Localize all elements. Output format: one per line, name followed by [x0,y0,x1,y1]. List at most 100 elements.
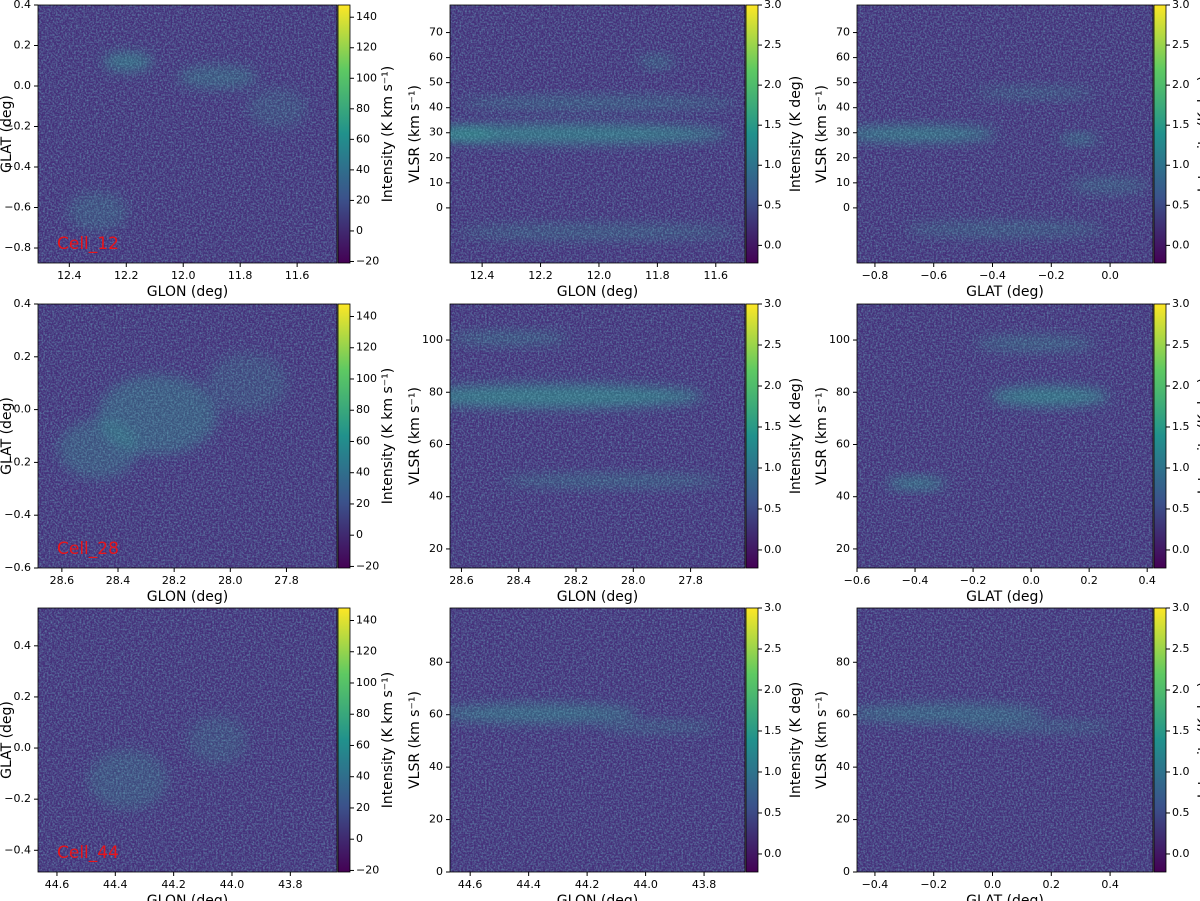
colorbar-tick-label: 0.5 [764,198,782,211]
y-tick-label: −0.2 [4,120,31,133]
colorbar-tick-label: 2.0 [764,379,782,392]
y-tick-label: 60 [836,708,850,721]
colorbar [337,4,351,264]
y-tick-label: 0.2 [14,350,32,363]
colorbar-tick-label: 40 [356,163,370,176]
colorbar-tick-label: 0.5 [1172,806,1190,819]
x-tick-label: −0.4 [979,269,1006,282]
colorbar-tick-label: 1.0 [764,158,782,171]
y-tick-label: 0 [843,201,850,214]
colorbar-tick-label: 3.0 [764,0,782,11]
panel: 12.4 12.2 12.0 11.8 11.6 0 10 20 30 40 50 60 70 GLON … [407,0,804,300]
colorbar-tick-label: 40 [356,770,370,783]
colorbar-tick-label: 20 [356,497,370,510]
x-tick-label: 12.2 [528,269,553,282]
x-tick-label: 28.6 [449,574,474,587]
y-tick-label: 20 [429,151,443,164]
colorbar-tick-label: 0 [356,832,363,845]
heatmap-noise [450,304,745,568]
colorbar-tick-label: 140 [356,613,377,626]
y-axis-label: GLAT (deg) [0,397,15,475]
colorbar-tick-label: 140 [356,10,377,23]
colorbar [745,4,759,264]
colorbar [1153,607,1167,873]
x-tick-label: 12.4 [57,269,82,282]
y-tick-label: 60 [429,708,443,721]
y-tick-label: 20 [836,151,850,164]
colorbar-tick-label: 2.0 [1172,683,1190,696]
panel: 44.6 44.4 44.2 44.0 43.8 0 20 40 60 80 GLON (deg) V… [407,601,804,901]
y-tick-label: 40 [836,760,850,773]
x-axis-label: GLON (deg) [557,589,638,605]
y-tick-label: −0.8 [4,241,31,254]
heatmap-noise [857,304,1153,568]
x-axis-label: GLON (deg) [557,893,638,901]
colorbar-tick-label: 120 [356,341,377,354]
x-axis-label: GLON (deg) [557,284,638,300]
colorbar-tick-label: 0.0 [1172,238,1190,251]
colorbar-tick-label: 2.5 [764,642,782,655]
y-axis-label: VLSR (km s⁻¹) [407,85,423,183]
y-tick-label: 40 [429,101,443,114]
colorbar-tick-label: 1.5 [1172,420,1190,433]
colorbar-tick-label: 0.0 [1172,543,1190,556]
colorbar-tick-label: 60 [356,738,370,751]
x-axis-label: GLAT (deg) [966,284,1044,300]
colorbar-label: Intensity (K km s⁻¹) [380,368,396,504]
panel: 44.6 44.4 44.2 44.0 43.8 −0.4 −0.2 0.0 0.2 0.4 GLO… [0,607,396,901]
y-tick-label: 60 [429,51,443,64]
x-tick-label: 0.0 [1101,269,1119,282]
panel: −0.4 −0.2 0.0 0.2 0.4 0 20 40 60 80 GLAT (deg) VLSR… [814,601,1200,901]
heatmap-noise [450,5,745,263]
colorbar [337,607,351,873]
x-axis-label: GLON (deg) [147,589,228,605]
x-tick-label: 28.4 [506,574,531,587]
colorbar-tick-label: 20 [356,193,370,206]
y-tick-label: 0 [436,201,443,214]
y-tick-label: 20 [836,813,850,826]
x-tick-label: 28.0 [218,574,243,587]
x-tick-label: 28.2 [162,574,187,587]
colorbar-tick-label: 60 [356,132,370,145]
y-tick-label: 80 [836,655,850,668]
x-tick-label: 44.6 [458,878,483,891]
colorbar-tick-label: 0 [356,224,363,237]
colorbar-label: Intensity (K deg) [788,682,804,798]
axes-frame [449,607,746,873]
x-tick-label: 27.8 [678,574,703,587]
x-tick-label: 12.2 [114,269,139,282]
colorbar-tick-label: 80 [356,403,370,416]
x-tick-label: 44.0 [633,878,658,891]
colorbar-tick-label: 0.5 [1172,502,1190,515]
x-tick-label: 11.6 [285,269,310,282]
colorbar [745,607,759,873]
y-tick-label: 30 [836,126,850,139]
y-tick-label: 60 [836,437,850,450]
y-tick-label: 40 [429,760,443,773]
y-tick-label: −0.6 [4,201,31,214]
colorbar [1153,303,1167,569]
axes-frame [856,303,1154,569]
colorbar-tick-label: 3.0 [1172,0,1190,11]
y-tick-label: 80 [429,655,443,668]
colorbar-label: Intensity (K deg) [1196,378,1200,494]
cell-label: Cell_28 [57,539,119,559]
y-tick-label: 50 [429,76,443,89]
y-tick-label: 80 [836,385,850,398]
colorbar-tick-label: 40 [356,466,370,479]
colorbar-tick-label: 2.5 [764,38,782,51]
y-tick-label: 70 [429,26,443,39]
x-tick-label: −0.2 [960,574,987,587]
colorbar-tick-label: 3.0 [764,601,782,614]
x-tick-label: 43.8 [692,878,717,891]
y-tick-label: 0.4 [14,0,32,11]
colorbar-tick-label: 0.0 [764,238,782,251]
colorbar-tick-label: 0.5 [1172,198,1190,211]
colorbar-tick-label: 1.0 [1172,461,1190,474]
colorbar-tick-label: 0.0 [1172,847,1190,860]
axes-frame [37,607,338,873]
y-tick-label: 50 [836,76,850,89]
y-tick-label: 0 [843,865,850,878]
panel: 28.6 28.4 28.2 28.0 27.8 20 40 60 80 100 GLON (deg… [407,297,804,605]
